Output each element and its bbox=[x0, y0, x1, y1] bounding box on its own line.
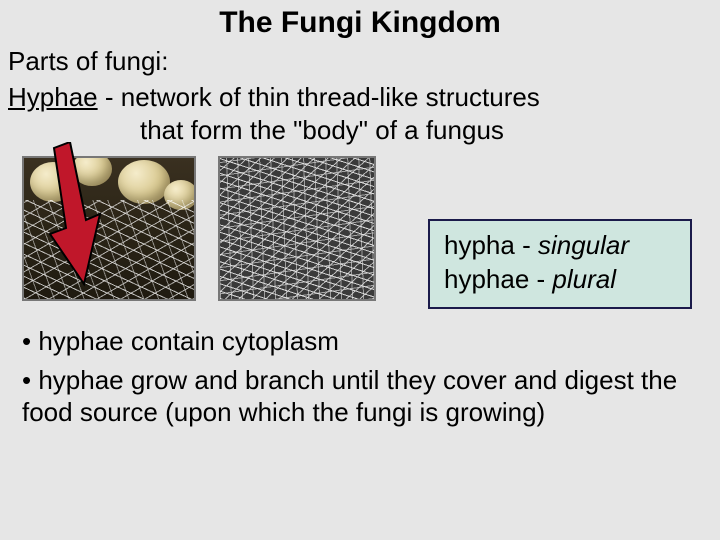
section-subtitle: Parts of fungi: bbox=[0, 46, 720, 77]
definition-term: Hyphae bbox=[8, 82, 98, 112]
callout-line2-italic: plural bbox=[552, 264, 616, 294]
callout-line1-italic: singular bbox=[538, 230, 629, 260]
bullet-2: • hyphae grow and branch until they cove… bbox=[22, 364, 702, 429]
callout-line2-plain: hyphae - bbox=[444, 264, 552, 294]
definition-line2: that form the "body" of a fungus bbox=[0, 114, 720, 147]
definition-block: Hyphae - network of thin thread-like str… bbox=[0, 81, 720, 114]
callout-line2: hyphae - plural bbox=[444, 263, 676, 297]
hyphae-texture bbox=[220, 158, 374, 299]
image-hyphae-microscopy bbox=[218, 156, 376, 301]
callout-line1-plain: hypha - bbox=[444, 230, 538, 260]
definition-dash: - bbox=[98, 82, 121, 112]
callout-box: hypha - singular hyphae - plural bbox=[428, 219, 692, 309]
callout-line1: hypha - singular bbox=[444, 229, 676, 263]
definition-line1: network of thin thread-like structures bbox=[121, 82, 540, 112]
page-title: The Fungi Kingdom bbox=[0, 0, 720, 46]
mushroom-shape bbox=[30, 162, 76, 202]
hyphae-texture bbox=[24, 200, 194, 299]
bullet-1: • hyphae contain cytoplasm bbox=[22, 325, 702, 358]
bullet-list: • hyphae contain cytoplasm • hyphae grow… bbox=[0, 325, 720, 429]
image-fungus-substrate bbox=[22, 156, 196, 301]
mushroom-shape bbox=[72, 156, 112, 186]
mushroom-shape bbox=[118, 160, 170, 204]
